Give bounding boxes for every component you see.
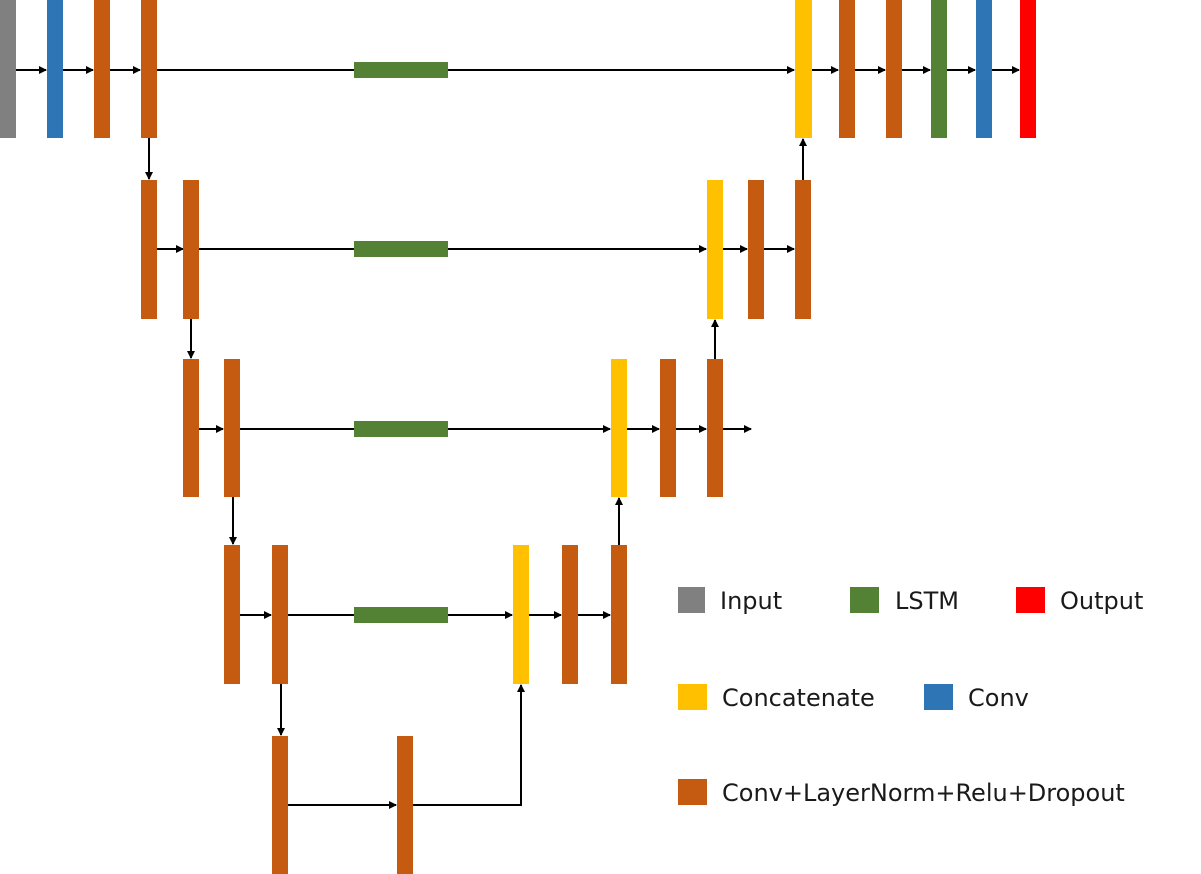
legend-label-lstm: LSTM xyxy=(895,587,959,615)
legend: Input LSTM Output Concatenate Conv Conv+… xyxy=(678,587,1143,807)
conv-layernorm-block xyxy=(886,0,902,138)
conv-layernorm-block xyxy=(611,545,627,684)
lstm-block-level3 xyxy=(354,421,448,437)
legend-swatch-concatenate xyxy=(678,684,707,710)
conv-block xyxy=(47,0,63,138)
legend-item-conv: Conv xyxy=(924,684,1029,712)
conv-layernorm-block xyxy=(224,545,240,684)
conv-layernorm-block xyxy=(397,736,413,874)
legend-swatch-output xyxy=(1016,587,1045,613)
concatenate-block xyxy=(611,359,627,497)
legend-swatch-input xyxy=(678,587,705,613)
conv-layernorm-block xyxy=(272,736,288,874)
legend-item-lstm: LSTM xyxy=(850,587,959,615)
legend-swatch-conv xyxy=(924,684,953,710)
legend-label-conv: Conv xyxy=(968,684,1029,712)
conv-layernorm-block xyxy=(141,180,157,319)
conv-layernorm-block xyxy=(141,0,157,138)
conv-layernorm-block xyxy=(224,359,240,497)
input-block xyxy=(0,0,16,138)
conv-block xyxy=(976,0,992,138)
output-block xyxy=(1020,0,1036,138)
legend-item-output: Output xyxy=(1016,587,1143,615)
arrow-bottleneck-to-concat xyxy=(413,684,525,806)
connectors xyxy=(16,66,1020,809)
legend-swatch-conv-block xyxy=(678,779,707,805)
lstm-block-level4 xyxy=(354,607,448,623)
legend-swatch-lstm xyxy=(850,587,879,613)
conv-layernorm-block xyxy=(795,180,811,319)
legend-item-concatenate: Concatenate xyxy=(678,684,875,712)
lstm-block-level2 xyxy=(354,241,448,257)
legend-label-input: Input xyxy=(720,587,782,615)
concatenate-block xyxy=(513,545,529,684)
conv-layernorm-block xyxy=(272,545,288,684)
conv-layernorm-block xyxy=(660,359,676,497)
concatenate-block xyxy=(707,180,723,319)
conv-layernorm-block xyxy=(839,0,855,138)
blocks xyxy=(0,0,1036,874)
legend-item-conv-block: Conv+LayerNorm+Relu+Dropout xyxy=(678,779,1125,807)
conv-layernorm-block xyxy=(748,180,764,319)
conv-layernorm-block xyxy=(94,0,110,138)
legend-item-input: Input xyxy=(678,587,782,615)
conv-layernorm-block xyxy=(183,359,199,497)
conv-layernorm-block xyxy=(707,359,723,497)
legend-label-output: Output xyxy=(1060,587,1143,615)
concatenate-block xyxy=(795,0,812,138)
lstm-block-level1 xyxy=(354,62,448,78)
legend-label-concatenate: Concatenate xyxy=(722,684,875,712)
legend-label-conv-block: Conv+LayerNorm+Relu+Dropout xyxy=(722,779,1125,807)
lstm-block-output xyxy=(931,0,947,138)
conv-layernorm-block xyxy=(562,545,578,684)
conv-layernorm-block xyxy=(183,180,199,319)
